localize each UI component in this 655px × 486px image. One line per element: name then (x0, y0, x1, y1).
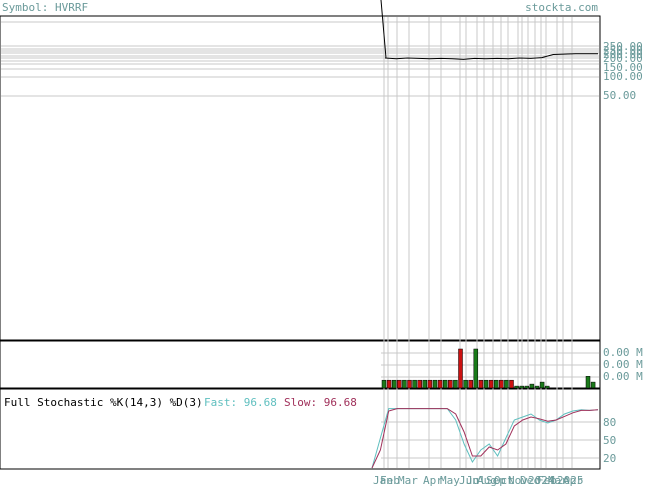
x-tick-label: Apr (423, 474, 443, 486)
volume-bar (590, 381, 596, 389)
x-tick-label: Jun (459, 474, 479, 486)
price-tick-label: 200.00 (603, 48, 643, 61)
volume-bar (524, 385, 530, 389)
price-tick-label: 250.00 (603, 40, 643, 53)
price-series (380, 0, 598, 60)
volume-bar (417, 379, 422, 389)
volume-bar (391, 379, 397, 389)
x-tick-label: Jan (373, 474, 393, 486)
x-tick-label: Oct (494, 474, 514, 486)
stochastic-title: Full Stochastic %K(14,3) %D(3) (4, 396, 203, 409)
volume-tick-label: 0.00 M (603, 370, 643, 383)
stochastic-series (371, 408, 599, 469)
volume-bar (488, 379, 494, 389)
stochastic-axis: 80 50 20 (603, 416, 616, 465)
volume-panel (0, 340, 601, 389)
volume-bar (493, 379, 499, 389)
volume-bar (412, 379, 417, 389)
volume-bar (544, 385, 550, 389)
grid-lines (1, 17, 599, 468)
volume-bar (448, 379, 453, 389)
volume-bar (478, 379, 484, 389)
x-tick-label: Mar (548, 474, 568, 486)
volume-bar (427, 379, 433, 389)
slow-line (371, 408, 599, 469)
x-tick-label: Apr (563, 474, 583, 486)
volume-bar (483, 379, 489, 389)
x-tick-label: 2025 (557, 474, 584, 486)
x-tick-label: 2024 (528, 474, 555, 486)
price-tick-label: 250.00 (603, 44, 643, 57)
site-label: stockta.com (525, 1, 598, 14)
volume-bar (407, 379, 412, 389)
volume-bar (585, 376, 591, 389)
slow-value-label: Slow: 96.68 (284, 396, 357, 409)
volume-bar (437, 379, 443, 389)
fast-value-label: Fast: 96.68 (204, 396, 277, 409)
x-tick-label: Nov (508, 474, 528, 486)
volume-bar (514, 385, 519, 389)
x-tick-label: Mar (398, 474, 418, 486)
volume-bar (453, 379, 458, 389)
volume-bar (422, 379, 428, 389)
volume-bar (509, 379, 514, 389)
x-tick-label: May (440, 474, 460, 486)
stochastic-panel (0, 388, 601, 470)
x-tick-label: Jul (466, 474, 486, 486)
volume-bar (402, 379, 407, 389)
stochastic-tick-label: 50 (603, 434, 616, 447)
volume-tick-label: 0.00 M (603, 358, 643, 371)
volume-bar (529, 383, 535, 389)
volume-bar (534, 385, 540, 389)
price-tick-label: 50.00 (603, 89, 636, 102)
price-tick-label: 100.00 (603, 70, 643, 83)
volume-series (381, 348, 596, 389)
x-tick-label: Aug (477, 474, 497, 486)
price-tick-label: 150.00 (603, 61, 643, 74)
volume-bar (386, 379, 392, 389)
volume-bar (473, 348, 479, 389)
volume-bar (539, 381, 545, 389)
volume-tick-label: 0.00 M (603, 346, 643, 359)
x-tick-label: Feb (380, 474, 400, 486)
volume-bar (381, 379, 387, 389)
volume-bar (468, 379, 473, 389)
stochastic-tick-label: 20 (603, 452, 616, 465)
volume-bar (463, 379, 468, 389)
volume-bar (504, 379, 509, 389)
price-line (380, 0, 598, 60)
volume-bar (519, 385, 524, 389)
x-tick-label: Sep (486, 474, 506, 486)
volume-bar (432, 379, 438, 389)
x-tick-label: Feb (537, 474, 557, 486)
volume-axis: 0.00 M0.00 M0.00 M (603, 346, 643, 383)
symbol-label: Symbol: HVRRF (2, 1, 88, 14)
volume-bar (499, 379, 504, 389)
stochastic-tick-label: 80 (603, 416, 616, 429)
volume-bar (442, 379, 448, 389)
x-tick-label: Dec (520, 474, 540, 486)
volume-bar (458, 348, 463, 389)
price-tick-label: 200.00 (603, 52, 643, 65)
volume-bar (397, 379, 402, 389)
price-panel (0, 15, 601, 341)
fast-line (371, 408, 599, 469)
